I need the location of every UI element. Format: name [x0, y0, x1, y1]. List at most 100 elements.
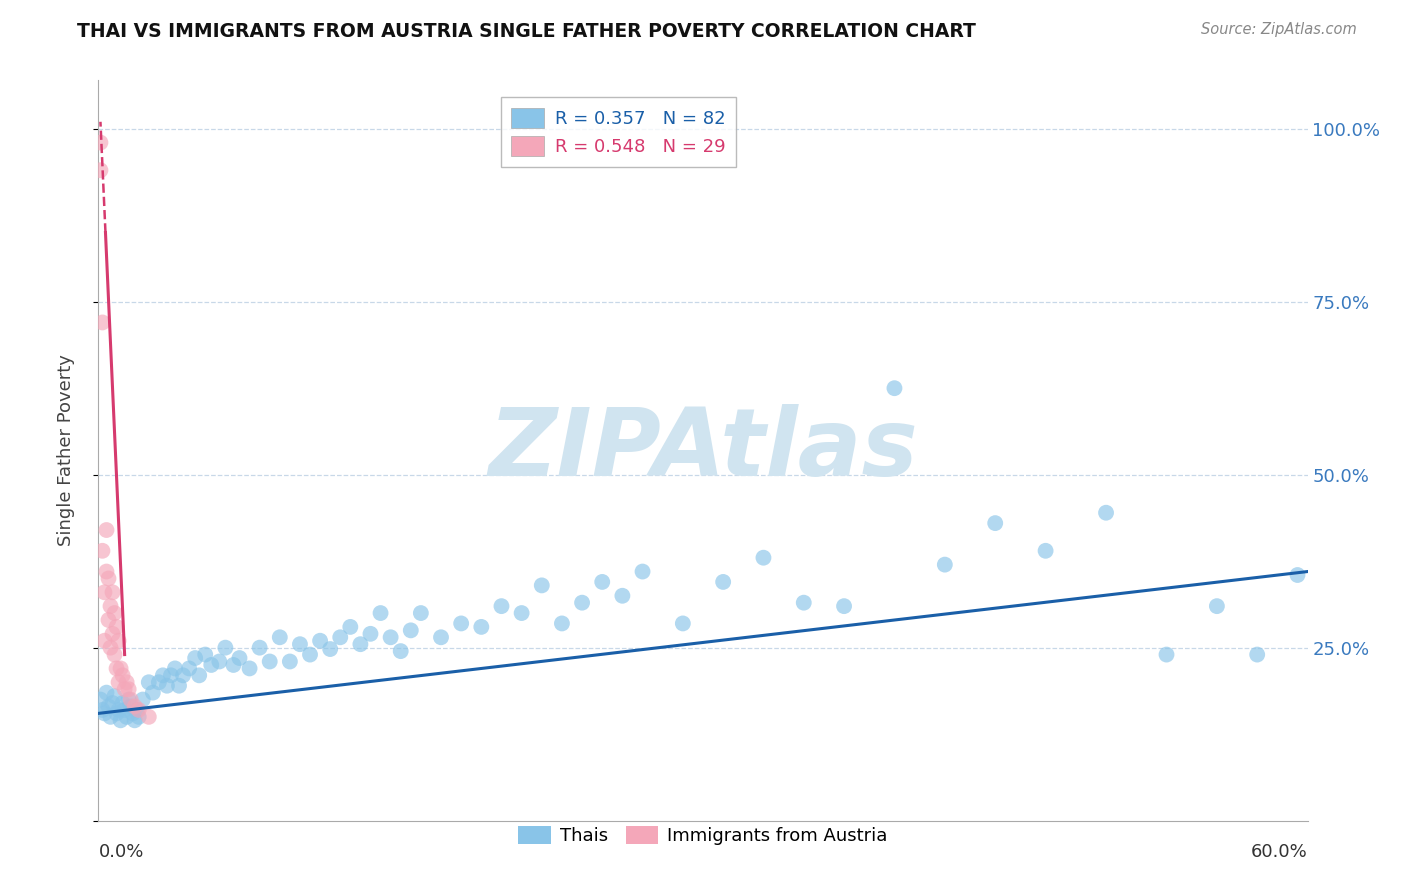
- Point: [101, 696, 124, 710]
- Point: [89, 163, 111, 178]
- Point: [110, 714, 132, 728]
- Point: [120, 699, 142, 714]
- Text: THAI VS IMMIGRANTS FROM AUSTRIA SINGLE FATHER POVERTY CORRELATION CHART: THAI VS IMMIGRANTS FROM AUSTRIA SINGLE F…: [77, 22, 976, 41]
- Point: [96, 523, 118, 537]
- Point: [93, 585, 115, 599]
- Point: [163, 661, 186, 675]
- Point: [167, 679, 190, 693]
- Text: Source: ZipAtlas.com: Source: ZipAtlas.com: [1201, 22, 1357, 37]
- Point: [111, 696, 134, 710]
- Point: [184, 651, 207, 665]
- Point: [551, 616, 574, 631]
- Point: [883, 381, 905, 395]
- Point: [793, 596, 815, 610]
- Point: [269, 630, 291, 644]
- Point: [138, 710, 160, 724]
- Point: [259, 655, 281, 669]
- Point: [111, 668, 134, 682]
- Point: [309, 633, 332, 648]
- Point: [100, 640, 122, 655]
- Point: [222, 657, 245, 672]
- Point: [93, 633, 115, 648]
- Point: [118, 682, 141, 697]
- Point: [349, 637, 371, 651]
- Point: [409, 606, 432, 620]
- Point: [380, 630, 402, 644]
- Point: [631, 565, 654, 579]
- Point: [179, 661, 201, 675]
- Point: [156, 679, 179, 693]
- Point: [91, 543, 114, 558]
- Point: [711, 574, 734, 589]
- Point: [329, 630, 352, 644]
- Point: [97, 699, 120, 714]
- Point: [120, 692, 142, 706]
- Point: [103, 689, 125, 703]
- Point: [115, 675, 138, 690]
- Point: [752, 550, 775, 565]
- Point: [105, 706, 128, 721]
- Point: [138, 675, 160, 690]
- Point: [124, 699, 146, 714]
- Point: [228, 651, 250, 665]
- Point: [101, 627, 124, 641]
- Point: [160, 668, 183, 682]
- Point: [249, 640, 271, 655]
- Point: [339, 620, 361, 634]
- Point: [984, 516, 1007, 530]
- Point: [491, 599, 513, 614]
- Point: [571, 596, 593, 610]
- Point: [100, 710, 122, 724]
- Point: [152, 668, 174, 682]
- Point: [510, 606, 533, 620]
- Point: [299, 648, 322, 662]
- Text: ZIPAtlas: ZIPAtlas: [488, 404, 918, 497]
- Point: [278, 655, 301, 669]
- Text: 60.0%: 60.0%: [1251, 843, 1308, 861]
- Point: [530, 578, 553, 592]
- Point: [105, 620, 128, 634]
- Point: [934, 558, 956, 572]
- Legend: Thais, Immigrants from Austria: Thais, Immigrants from Austria: [510, 819, 896, 853]
- Point: [1095, 506, 1118, 520]
- Point: [1206, 599, 1229, 614]
- Point: [124, 714, 146, 728]
- Point: [200, 657, 222, 672]
- Point: [101, 585, 124, 599]
- Point: [103, 648, 125, 662]
- Point: [188, 668, 211, 682]
- Point: [96, 565, 118, 579]
- Point: [125, 703, 148, 717]
- Point: [107, 675, 129, 690]
- Point: [319, 642, 342, 657]
- Point: [107, 633, 129, 648]
- Text: 0.0%: 0.0%: [98, 843, 143, 861]
- Point: [105, 661, 128, 675]
- Point: [360, 627, 382, 641]
- Point: [1035, 543, 1057, 558]
- Point: [612, 589, 634, 603]
- Point: [450, 616, 472, 631]
- Point: [1286, 568, 1309, 582]
- Point: [172, 668, 194, 682]
- Point: [370, 606, 392, 620]
- Point: [121, 706, 143, 721]
- Point: [132, 692, 155, 706]
- Y-axis label: Single Father Poverty: Single Father Poverty: [56, 354, 75, 547]
- Point: [832, 599, 855, 614]
- Point: [114, 682, 136, 697]
- Point: [148, 675, 170, 690]
- Point: [214, 640, 236, 655]
- Point: [389, 644, 412, 658]
- Point: [118, 692, 141, 706]
- Point: [128, 710, 150, 724]
- Point: [399, 624, 422, 638]
- Point: [107, 703, 129, 717]
- Point: [194, 648, 217, 662]
- Point: [91, 315, 114, 329]
- Point: [93, 706, 115, 721]
- Point: [288, 637, 311, 651]
- Point: [110, 661, 132, 675]
- Point: [115, 710, 138, 724]
- Point: [97, 613, 120, 627]
